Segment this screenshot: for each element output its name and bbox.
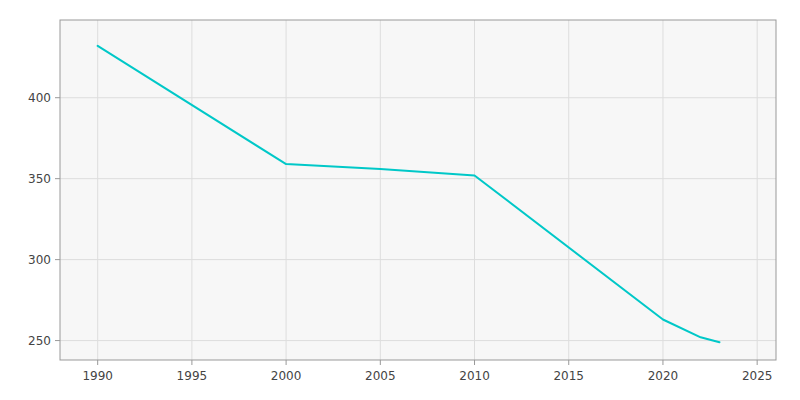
y-tick-label: 300 [28, 253, 51, 267]
y-grid-line [60, 178, 776, 179]
y-grid-line [60, 97, 776, 98]
y-tick-label: 250 [28, 334, 51, 348]
x-tick-label: 2020 [648, 369, 679, 383]
data-area [98, 46, 720, 342]
x-tick [191, 360, 192, 365]
y-grid-line [60, 259, 776, 260]
x-grid-line [568, 20, 569, 360]
y-tick [55, 340, 60, 341]
plot-frame [60, 20, 776, 360]
x-grid-line [474, 20, 475, 360]
y-tick [55, 97, 60, 98]
x-grid-line [286, 20, 287, 360]
x-tick [568, 360, 569, 365]
y-tick-label: 350 [28, 172, 51, 186]
x-tick [474, 360, 475, 365]
grid [60, 20, 776, 360]
data-line [98, 46, 720, 342]
x-tick [97, 360, 98, 365]
x-tick-label: 1990 [82, 369, 113, 383]
y-tick [55, 259, 60, 260]
x-grid-line [662, 20, 663, 360]
x-grid-line [380, 20, 381, 360]
x-tick-label: 2015 [553, 369, 584, 383]
x-tick [380, 360, 381, 365]
y-tick [55, 178, 60, 179]
x-tick [757, 360, 758, 365]
x-grid-line [757, 20, 758, 360]
x-tick-label: 2005 [365, 369, 396, 383]
x-grid-line [97, 20, 98, 360]
plot-background [60, 20, 776, 360]
x-grid-line [191, 20, 192, 360]
y-grid-line [60, 340, 776, 341]
x-tick-label: 2025 [742, 369, 773, 383]
x-tick-label: 2000 [271, 369, 302, 383]
axes: 1990 1995 2000 2005 2010 2015 2020 2025 250 300 35… [28, 91, 772, 383]
x-tick [662, 360, 663, 365]
x-tick-label: 1995 [177, 369, 208, 383]
y-tick-label: 400 [28, 91, 51, 105]
x-tick [286, 360, 287, 365]
chart-svg: 1990 1995 2000 2005 2010 2015 2020 2025 250 300 35… [0, 0, 800, 400]
x-tick-label: 2010 [459, 369, 490, 383]
chart-container: 1990 1995 2000 2005 2010 2015 2020 2025 250 300 35… [0, 0, 800, 400]
